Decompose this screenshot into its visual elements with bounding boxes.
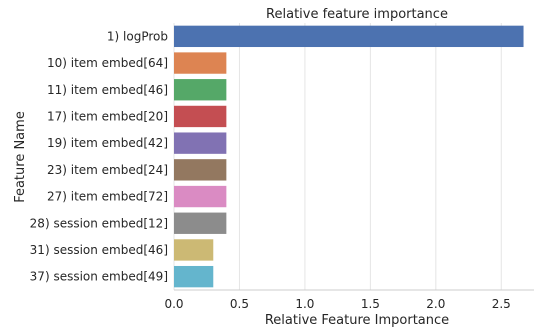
y-tick-label: 11) item embed[46] <box>47 83 168 97</box>
bar <box>174 25 524 48</box>
y-tick-label: 31) session embed[46] <box>30 243 168 257</box>
x-tick-label: 0.5 <box>230 297 249 311</box>
y-axis-label: Feature Name <box>13 111 28 203</box>
x-tick-label: 1.5 <box>361 297 380 311</box>
x-ticks: 0.0 0.5 1.0 1.5 2.0 2.5 <box>164 297 510 311</box>
bar <box>174 52 227 74</box>
bar <box>174 132 227 154</box>
bar <box>174 265 214 288</box>
x-tick-label: 2.5 <box>492 297 511 311</box>
y-tick-label: 27) item embed[72] <box>47 190 168 204</box>
x-axis-label: Relative Feature Importance <box>265 313 449 328</box>
x-tick-label: 1.0 <box>295 297 314 311</box>
x-tick-label: 0.0 <box>164 297 183 311</box>
bar <box>174 159 227 181</box>
y-tick-labels: 1) logProb 10) item embed[64] 11) item emb… <box>30 29 168 283</box>
y-tick-label: 23) item embed[24] <box>47 163 168 177</box>
y-tick-label: 37) session embed[49] <box>30 270 168 284</box>
bars <box>174 25 524 288</box>
y-tick-label: 10) item embed[64] <box>47 56 168 70</box>
y-tick-label: 19) item embed[42] <box>47 136 168 150</box>
y-tick-label: 17) item embed[20] <box>47 109 168 123</box>
bar <box>174 105 227 128</box>
bar <box>174 239 214 261</box>
y-tick-label: 28) session embed[12] <box>30 216 168 230</box>
bar <box>174 185 227 208</box>
y-tick-label: 1) logProb <box>107 29 168 43</box>
bar <box>174 79 227 101</box>
chart-title: Relative feature importance <box>266 7 448 22</box>
bar <box>174 212 227 234</box>
x-tick-label: 2.0 <box>426 297 445 311</box>
